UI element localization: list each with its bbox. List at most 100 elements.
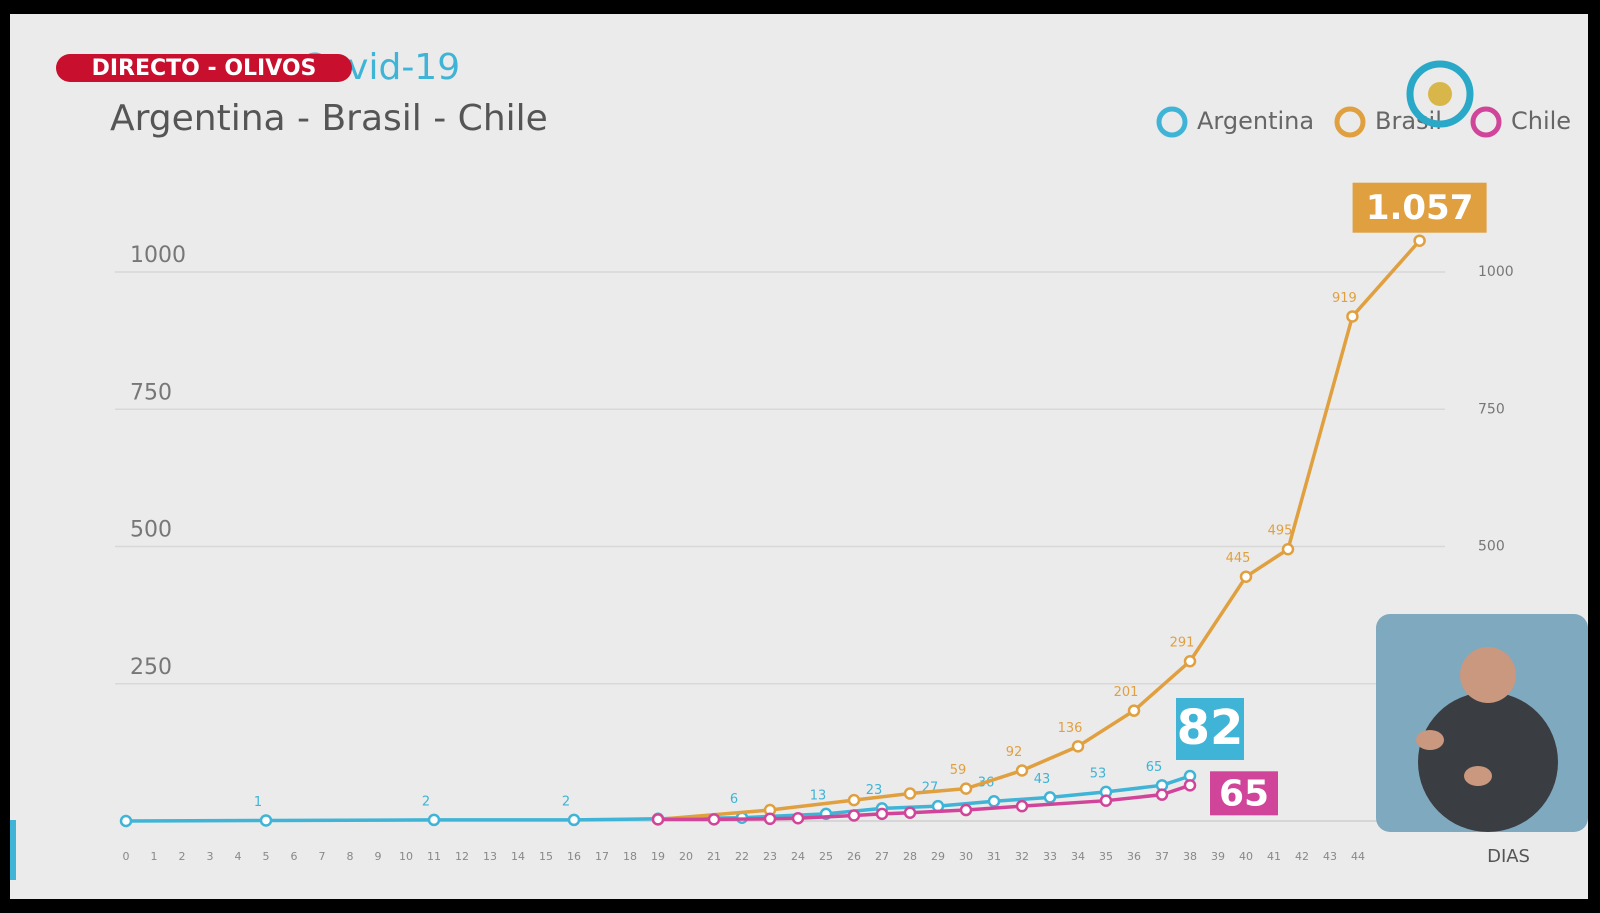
x-tick-label: 33 — [1043, 850, 1057, 863]
data-label: 13 — [810, 788, 827, 803]
data-label: 43 — [1034, 772, 1051, 787]
chart-subtitle: Argentina - Brasil - Chile — [110, 98, 548, 139]
data-point — [1155, 788, 1169, 801]
x-tick-label: 43 — [1323, 850, 1337, 863]
x-tick-label: 2 — [179, 850, 186, 863]
hand — [1416, 730, 1444, 750]
legend-label: Chile — [1511, 107, 1571, 135]
body — [1418, 692, 1558, 832]
x-tick-label: 10 — [399, 850, 413, 863]
x-tick-label: 20 — [679, 850, 693, 863]
data-point — [1043, 791, 1057, 804]
data-point — [1183, 779, 1197, 792]
data-point — [1183, 654, 1197, 668]
x-tick-label: 23 — [763, 850, 777, 863]
data-label: 59 — [950, 763, 967, 778]
data-point — [427, 813, 441, 827]
x-tick-label: 37 — [1155, 850, 1169, 863]
x-tick-label: 16 — [567, 850, 581, 863]
legend-marker — [1470, 106, 1502, 138]
data-point — [959, 803, 973, 817]
y-tick-label-right: 1000 — [1478, 264, 1514, 280]
data-label: 92 — [1006, 745, 1023, 760]
channel-logo — [1406, 60, 1474, 128]
x-tick-label: 28 — [903, 850, 917, 863]
data-point — [1281, 542, 1295, 556]
data-point — [259, 814, 273, 827]
x-tick-label: 35 — [1099, 850, 1113, 863]
x-tick-label: 6 — [291, 850, 298, 863]
x-tick-label: 5 — [263, 850, 270, 863]
data-point — [903, 806, 917, 820]
value-callout-label: 65 — [1219, 773, 1269, 814]
side-accent — [10, 820, 16, 880]
x-tick-label: 18 — [623, 850, 637, 863]
legend-marker — [1156, 106, 1188, 138]
data-label: 1 — [254, 795, 262, 810]
data-label: 23 — [866, 783, 883, 798]
x-tick-label: 41 — [1267, 850, 1281, 863]
logo-dot — [1428, 82, 1452, 106]
data-point — [567, 813, 581, 827]
x-tick-label: 21 — [707, 850, 721, 863]
data-point — [763, 812, 777, 826]
data-point — [1127, 704, 1141, 717]
data-point — [987, 794, 1001, 808]
sign-interpreter — [1376, 614, 1588, 832]
plot: 2502505005007507501000100001234567891011… — [115, 182, 1514, 863]
y-tick-label-right: 750 — [1478, 401, 1505, 417]
x-tick-label: 25 — [819, 850, 833, 863]
x-tick-label: 39 — [1211, 850, 1225, 863]
data-label: 2 — [422, 794, 430, 809]
x-tick-label: 44 — [1351, 850, 1365, 863]
data-point — [1346, 310, 1359, 323]
value-callout — [1176, 697, 1244, 760]
data-label: 65 — [1146, 760, 1163, 775]
y-tick-label-right: 500 — [1478, 539, 1505, 555]
x-tick-label: 7 — [319, 850, 326, 863]
x-tick-label: 9 — [375, 850, 382, 863]
x-tick-label: 42 — [1295, 850, 1309, 863]
hand — [1464, 766, 1492, 786]
data-point — [1015, 764, 1029, 777]
x-tick-label: 19 — [651, 850, 665, 863]
legend-label: Argentina — [1197, 107, 1314, 135]
data-label: 495 — [1268, 524, 1293, 539]
series-line — [658, 783, 1191, 822]
data-point — [875, 807, 889, 821]
x-tick-label: 38 — [1183, 850, 1197, 863]
data-point — [791, 812, 805, 825]
data-label: 445 — [1226, 551, 1251, 566]
data-label: 919 — [1332, 291, 1357, 306]
y-tick-label: 250 — [130, 655, 172, 680]
x-tick-label: 1 — [151, 850, 158, 863]
data-point — [1413, 234, 1426, 247]
x-axis-label: DIAS — [1487, 846, 1530, 867]
value-callout — [1352, 182, 1487, 233]
data-point — [119, 814, 133, 828]
x-tick-label: 14 — [511, 850, 525, 863]
legend-marker — [1334, 106, 1366, 138]
x-tick-label: 17 — [595, 850, 609, 863]
x-tick-label: 27 — [875, 850, 889, 863]
live-badge — [56, 54, 352, 82]
x-tick-label: 22 — [735, 850, 749, 863]
x-tick-label: 3 — [207, 850, 214, 863]
data-point — [1239, 570, 1253, 583]
x-tick-label: 30 — [959, 850, 973, 863]
x-tick-label: 32 — [1015, 850, 1029, 863]
y-tick-label: 750 — [130, 380, 172, 405]
data-label: 53 — [1090, 766, 1107, 781]
data-point — [707, 813, 721, 826]
data-point — [847, 793, 861, 807]
head — [1460, 647, 1516, 703]
x-tick-label: 34 — [1071, 850, 1085, 863]
data-label: 2 — [562, 794, 570, 809]
data-point — [959, 782, 973, 795]
data-label: 201 — [1114, 685, 1139, 700]
value-callout — [1210, 771, 1278, 816]
y-tick-label: 1000 — [130, 243, 186, 268]
data-label: 136 — [1058, 721, 1083, 736]
